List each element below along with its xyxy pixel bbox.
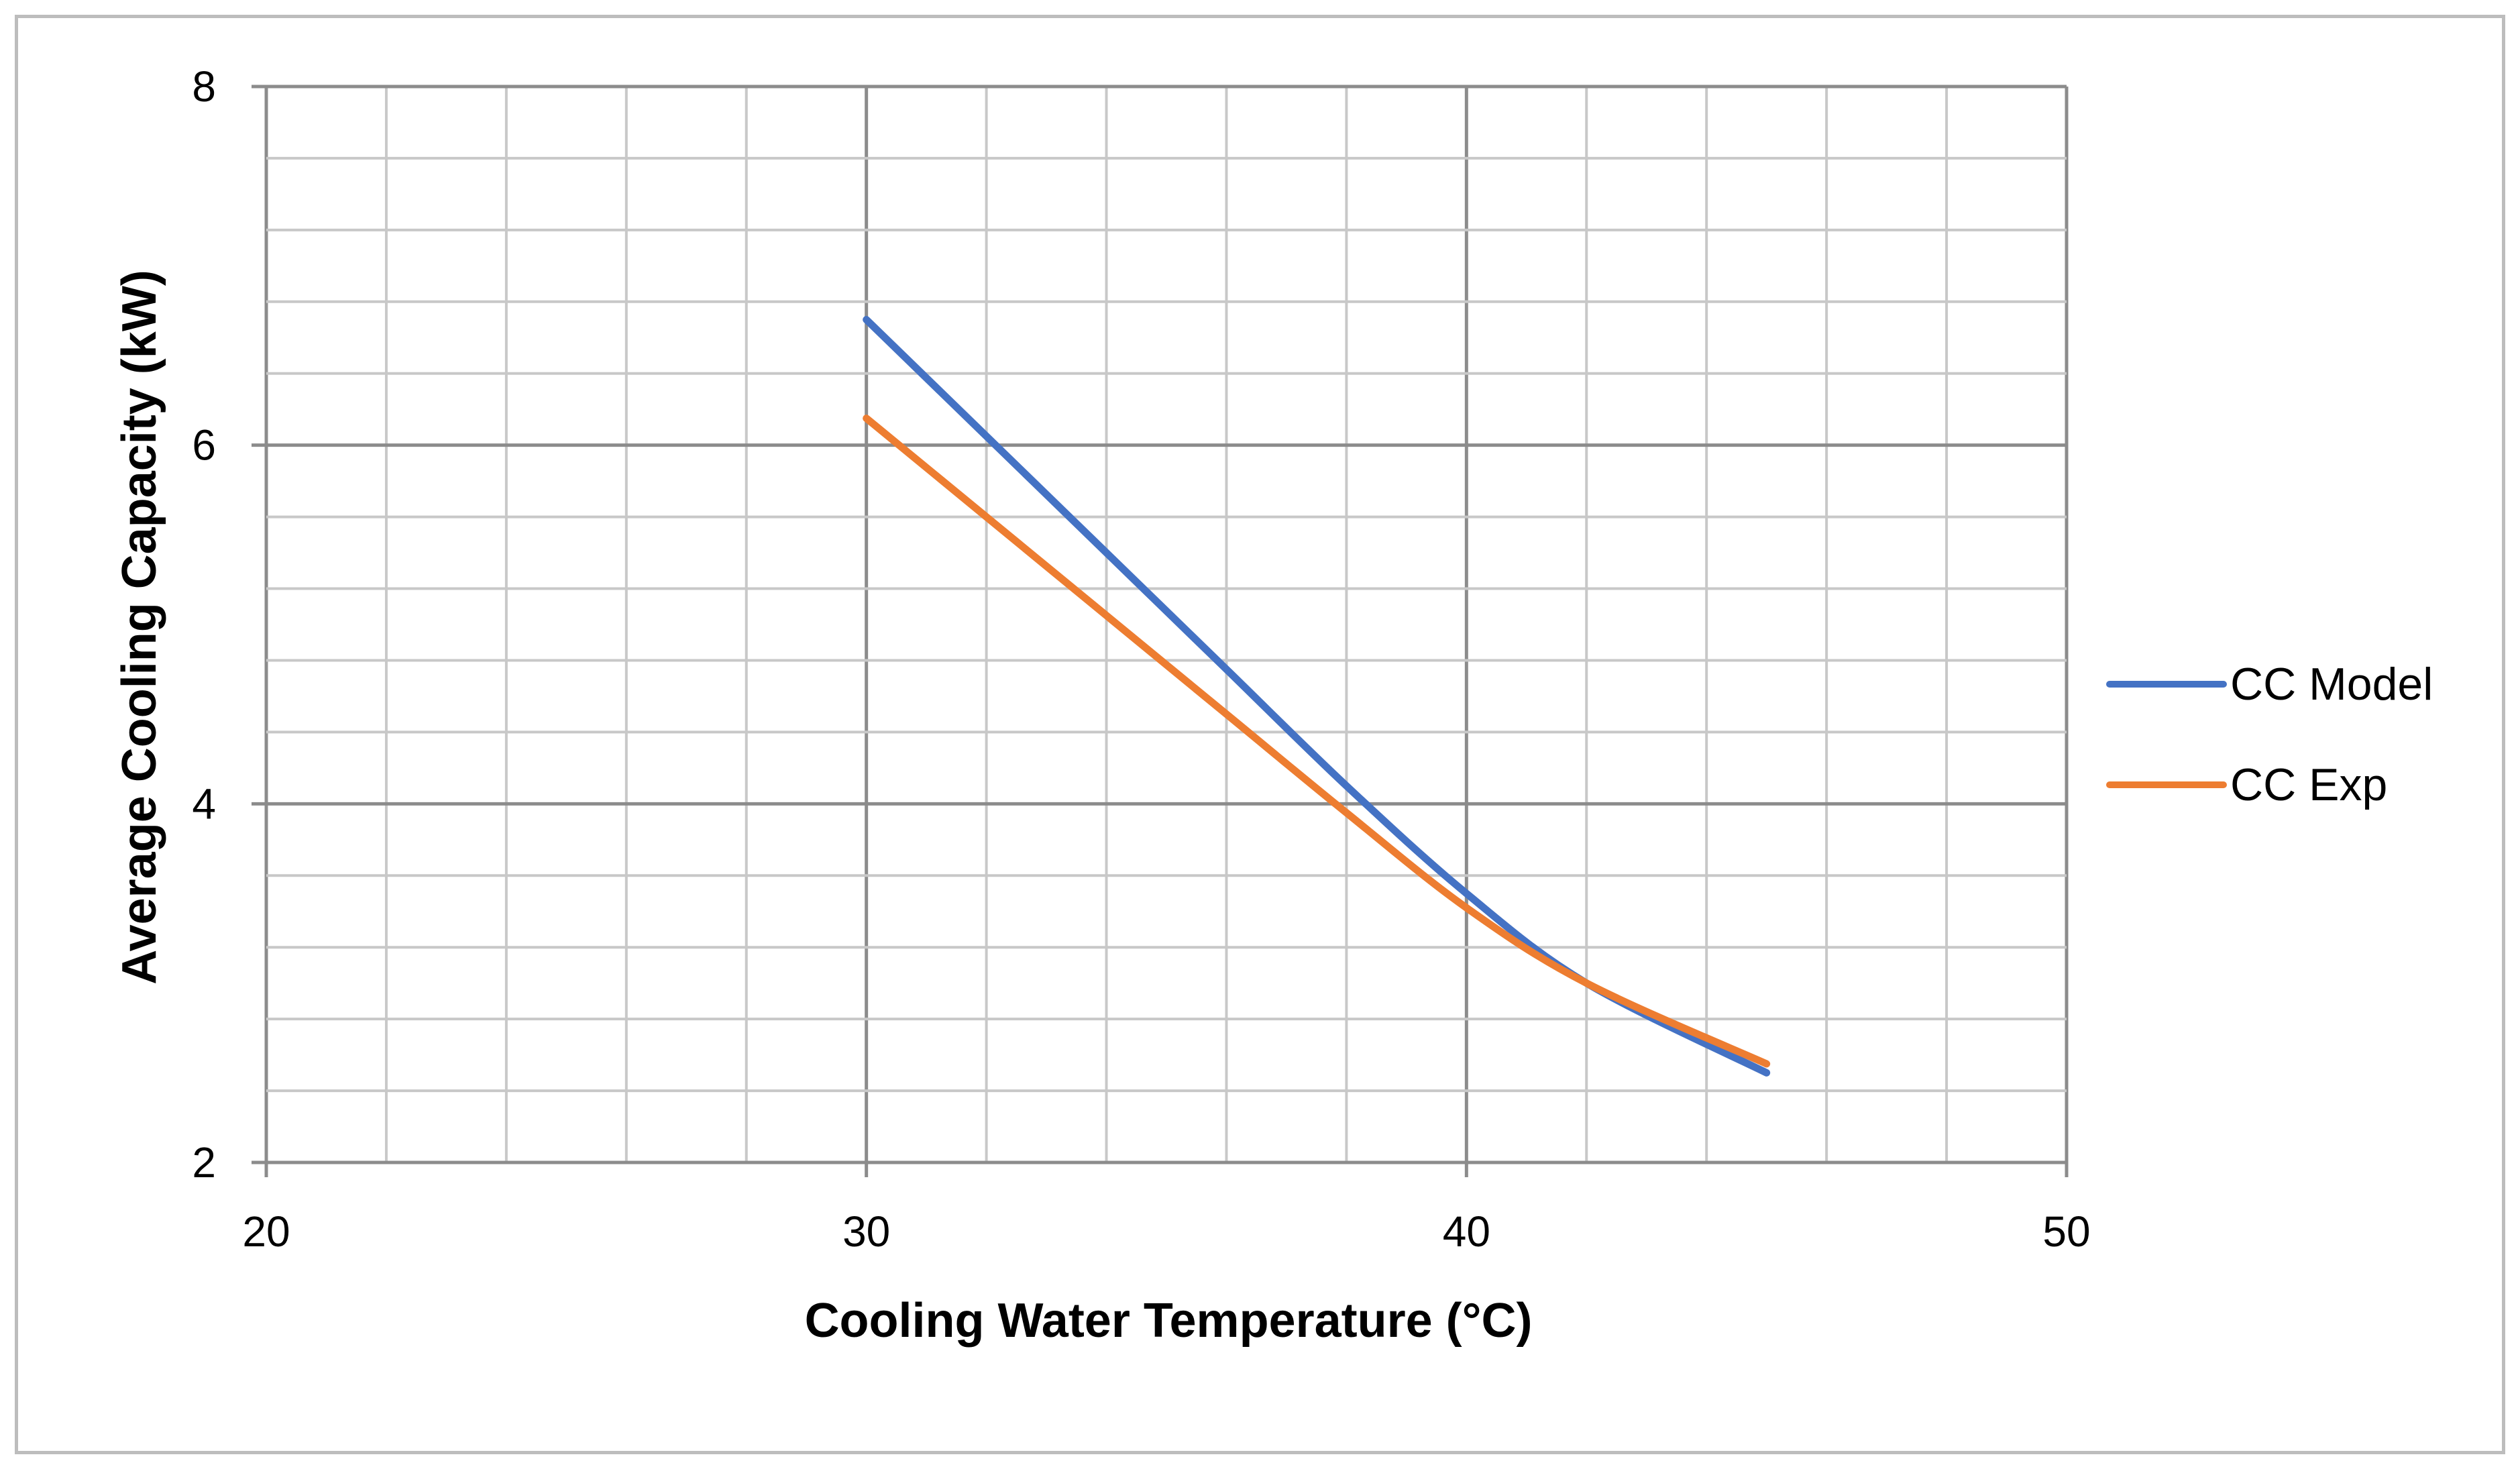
legend-label-cc-model: CC Model xyxy=(2230,659,2433,710)
x-tick-label: 30 xyxy=(842,1207,890,1256)
y-tick-label: 6 xyxy=(192,421,216,470)
legend-item-cc-exp: CC Exp xyxy=(2106,759,2387,810)
y-axis-tick-labels: 2 4 6 8 xyxy=(192,62,216,1187)
x-axis-tick-labels: 20 30 40 50 xyxy=(242,1207,2090,1256)
y-tick-label: 2 xyxy=(192,1138,216,1187)
x-tick-label: 20 xyxy=(242,1207,290,1256)
y-axis-title: Average Cooling Capacity (kW) xyxy=(113,270,166,985)
legend: CC Model CC Exp xyxy=(2106,659,2433,810)
grid xyxy=(252,85,2069,1177)
legend-label-cc-exp: CC Exp xyxy=(2230,759,2387,810)
x-axis-title: Cooling Water Temperature (°C) xyxy=(805,1294,1533,1348)
y-tick-label: 8 xyxy=(192,62,216,111)
chart-frame xyxy=(15,15,2505,1454)
y-tick-label: 4 xyxy=(192,779,216,828)
series-line-cc-exp xyxy=(863,415,1771,1068)
series-layer xyxy=(863,316,1771,1077)
x-tick-label: 40 xyxy=(1443,1207,1490,1256)
series-line-cc-model xyxy=(863,316,1771,1077)
x-tick-label: 50 xyxy=(2042,1207,2090,1256)
legend-item-cc-model: CC Model xyxy=(2106,659,2433,710)
